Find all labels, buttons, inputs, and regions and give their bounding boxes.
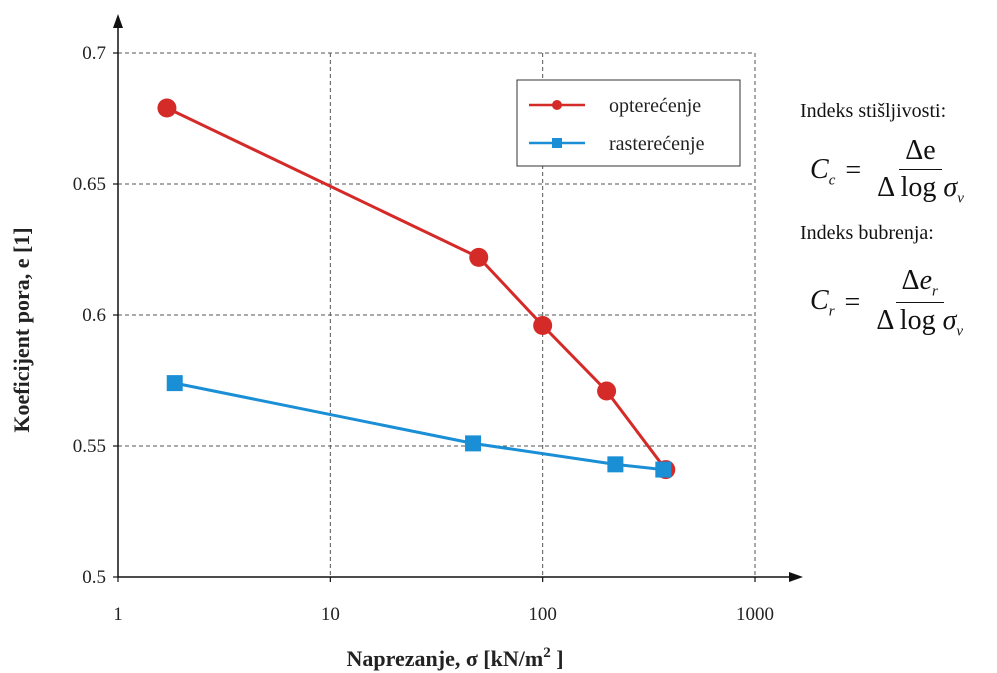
swelling-index-formula: Cr = Δer Δ log σv <box>810 265 995 341</box>
index-panel: Indeks stišljivosti: Cc = Δe Δ log σv In… <box>800 100 995 341</box>
data-series <box>157 98 676 480</box>
compression-index-formula: Cc = Δe Δ log σv <box>810 135 995 208</box>
x-axis-title: Naprezanje, σ [kN/m2 ] <box>346 645 563 671</box>
cc-denominator: Δ log σv <box>877 172 964 207</box>
cc-equals: = <box>845 155 862 187</box>
x-tick-label: 10 <box>321 604 340 625</box>
axes <box>113 14 803 582</box>
y-tick-label: 0.7 <box>82 43 106 64</box>
x-axis-arrow <box>789 572 803 582</box>
cr-equals: = <box>844 286 861 318</box>
cr-symbol: Cr <box>810 284 835 320</box>
y-tick-label: 0.5 <box>82 567 106 588</box>
legend-marker-square <box>552 138 562 148</box>
compression-index-label: Indeks stišljivosti: <box>800 100 947 122</box>
data-point-square <box>655 461 672 478</box>
y-tick-label: 0.6 <box>82 305 106 326</box>
x-tick-label: 100 <box>528 604 557 625</box>
data-point-circle <box>157 98 177 118</box>
legend-label: opterećenje <box>609 95 701 117</box>
data-point-circle <box>533 315 553 335</box>
data-point-square <box>166 375 183 392</box>
series-line-2 <box>174 381 664 472</box>
legend: opterećenje rasterećenje <box>516 79 741 167</box>
y-tick-label: 0.65 <box>73 174 106 195</box>
cr-fraction: Δer Δ log σv <box>870 265 969 341</box>
tick-labels: 0.5 0.55 0.6 0.65 0.7 1 10 100 1000 <box>73 43 774 625</box>
data-point-square <box>607 456 624 473</box>
legend-marker-circle <box>552 100 562 110</box>
cc-fraction: Δe Δ log σv <box>871 135 970 208</box>
cr-numerator: Δer <box>895 265 944 304</box>
x-axis-title-end: ] <box>551 646 564 671</box>
cc-numerator: Δe <box>899 135 942 170</box>
x-tick-label: 1 <box>113 604 123 625</box>
y-tick-label: 0.55 <box>73 436 106 457</box>
legend-box <box>516 79 741 167</box>
x-tick-label: 1000 <box>736 604 774 625</box>
data-point-circle <box>597 381 617 401</box>
cc-symbol: Cc <box>810 153 836 189</box>
data-point-circle <box>469 247 489 267</box>
legend-label: rasterećenje <box>609 133 705 155</box>
data-point-square <box>465 435 482 452</box>
y-axis-title: Koeficijent pora, e [1] <box>9 227 34 432</box>
swelling-index-label: Indeks bubrenja: <box>800 221 934 244</box>
y-axis-arrow <box>113 14 123 28</box>
x-axis-title-superscript: 2 <box>543 645 551 661</box>
cr-denominator: Δ log σv <box>876 305 964 340</box>
